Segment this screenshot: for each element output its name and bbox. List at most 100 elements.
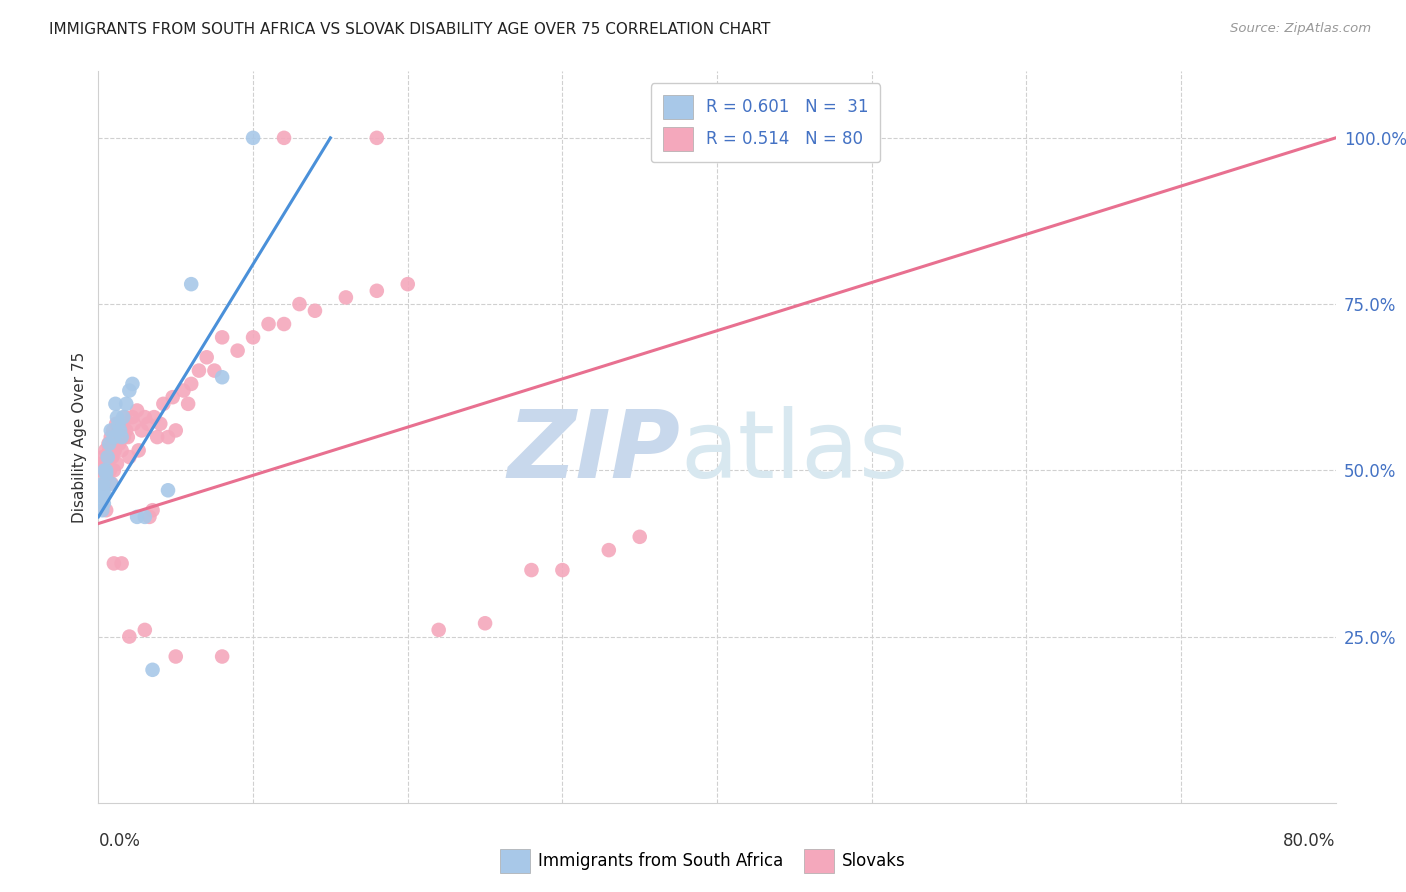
Point [90, 457, 112, 471]
Point [180, 277, 202, 292]
Point [136, 417, 159, 431]
Point [128, 443, 150, 458]
Point [273, 131, 295, 145]
Point [146, 430, 169, 444]
Point [101, 450, 124, 464]
Point [143, 410, 166, 425]
Point [257, 317, 280, 331]
Point [97, 450, 120, 464]
Point [107, 430, 129, 444]
Point [98, 443, 121, 458]
Point [98, 436, 121, 450]
Text: ZIP: ZIP [508, 406, 681, 498]
Point [211, 370, 233, 384]
Point [127, 403, 149, 417]
Point [111, 424, 134, 438]
Point [91, 483, 114, 498]
Point [100, 430, 122, 444]
Point [91, 490, 114, 504]
Point [111, 557, 134, 571]
Point [152, 397, 174, 411]
Point [165, 424, 187, 438]
Point [520, 563, 543, 577]
Point [118, 630, 141, 644]
Point [115, 397, 138, 411]
Point [100, 476, 122, 491]
Point [105, 417, 128, 431]
Point [142, 663, 165, 677]
Point [91, 450, 114, 464]
Text: Source: ZipAtlas.com: Source: ZipAtlas.com [1230, 22, 1371, 36]
Point [304, 303, 326, 318]
Point [108, 436, 131, 450]
Point [138, 509, 160, 524]
Point [177, 397, 200, 411]
Point [134, 410, 156, 425]
Point [142, 503, 165, 517]
Point [104, 443, 127, 458]
Point [111, 443, 134, 458]
Point [96, 463, 118, 477]
Y-axis label: Disability Age Over 75: Disability Age Over 75 [72, 351, 87, 523]
Point [100, 424, 122, 438]
Point [188, 363, 211, 377]
Point [93, 476, 115, 491]
Point [91, 503, 114, 517]
Point [94, 443, 117, 458]
Point [93, 463, 115, 477]
Point [104, 397, 127, 411]
Point [89, 463, 111, 477]
Point [628, 530, 651, 544]
Point [112, 410, 135, 425]
Point [157, 483, 180, 498]
Point [117, 430, 139, 444]
Point [98, 463, 121, 477]
Point [93, 497, 115, 511]
Point [112, 417, 135, 431]
Point [101, 424, 124, 438]
Point [131, 424, 153, 438]
Point [96, 457, 118, 471]
Point [108, 424, 131, 438]
Point [173, 384, 195, 398]
Point [114, 410, 136, 425]
Point [211, 649, 233, 664]
Point [108, 430, 131, 444]
Text: 0.0%: 0.0% [98, 832, 141, 850]
Point [598, 543, 620, 558]
Point [104, 436, 127, 450]
Point [121, 376, 143, 391]
Text: 80.0%: 80.0% [1284, 832, 1336, 850]
Point [211, 330, 233, 344]
Point [100, 476, 122, 491]
Point [127, 509, 149, 524]
Point [90, 480, 112, 494]
Point [551, 563, 574, 577]
Point [204, 363, 226, 377]
Point [165, 649, 187, 664]
Point [107, 424, 129, 438]
Point [335, 290, 357, 304]
Point [107, 417, 129, 431]
Point [93, 486, 115, 500]
Point [474, 616, 496, 631]
Point [121, 410, 143, 425]
Point [105, 457, 128, 471]
Point [91, 476, 114, 491]
Point [96, 470, 118, 484]
Point [96, 467, 118, 481]
Point [103, 557, 125, 571]
Point [122, 417, 145, 431]
Point [97, 436, 120, 450]
Point [162, 390, 184, 404]
Point [118, 450, 141, 464]
Point [366, 131, 388, 145]
Point [103, 463, 125, 477]
Point [288, 297, 311, 311]
Point [97, 450, 120, 464]
Point [273, 317, 295, 331]
Point [366, 284, 388, 298]
Point [105, 410, 128, 425]
Point [180, 376, 202, 391]
Point [427, 623, 450, 637]
